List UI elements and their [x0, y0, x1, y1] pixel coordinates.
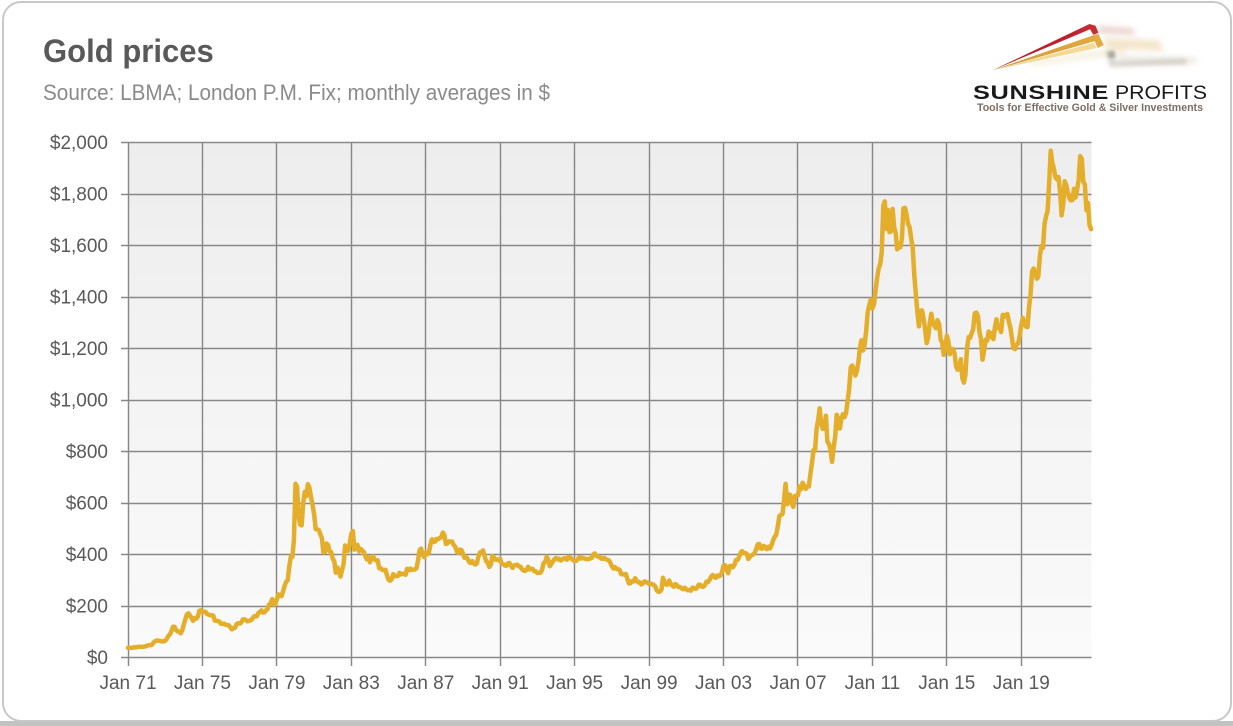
svg-text:Jan 87: Jan 87: [397, 673, 454, 694]
svg-text:Jan 11: Jan 11: [845, 673, 901, 694]
svg-text:$400: $400: [66, 545, 108, 566]
svg-text:Tools for Effective Gold & Sil: Tools for Effective Gold & Silver Invest…: [977, 102, 1203, 114]
svg-text:Jan 15: Jan 15: [918, 673, 975, 694]
svg-text:Jan 07: Jan 07: [769, 673, 826, 694]
svg-text:Jan 75: Jan 75: [174, 673, 231, 694]
svg-text:Jan 03: Jan 03: [695, 673, 752, 694]
svg-text:SUNSHINE: SUNSHINE: [973, 82, 1109, 104]
svg-text:$200: $200: [66, 596, 108, 617]
svg-text:$800: $800: [66, 442, 108, 463]
svg-text:Jan 71: Jan 71: [99, 673, 156, 694]
svg-text:Jan 79: Jan 79: [248, 673, 305, 694]
svg-text:Jan 99: Jan 99: [621, 673, 678, 694]
svg-text:$1,600: $1,600: [50, 236, 108, 257]
svg-text:$1,200: $1,200: [50, 339, 108, 360]
svg-text:$600: $600: [66, 493, 108, 514]
svg-text:Jan 19: Jan 19: [993, 673, 1050, 694]
svg-text:Jan 95: Jan 95: [546, 673, 603, 694]
svg-text:Jan 91: Jan 91: [472, 673, 529, 694]
svg-text:$2,000: $2,000: [50, 133, 108, 154]
svg-text:$0: $0: [87, 648, 108, 669]
svg-text:Jan 83: Jan 83: [323, 673, 380, 694]
svg-text:$1,000: $1,000: [50, 390, 108, 411]
svg-text:PROFITS: PROFITS: [1115, 82, 1207, 104]
svg-text:$1,800: $1,800: [50, 184, 108, 205]
svg-text:$1,400: $1,400: [50, 287, 108, 308]
